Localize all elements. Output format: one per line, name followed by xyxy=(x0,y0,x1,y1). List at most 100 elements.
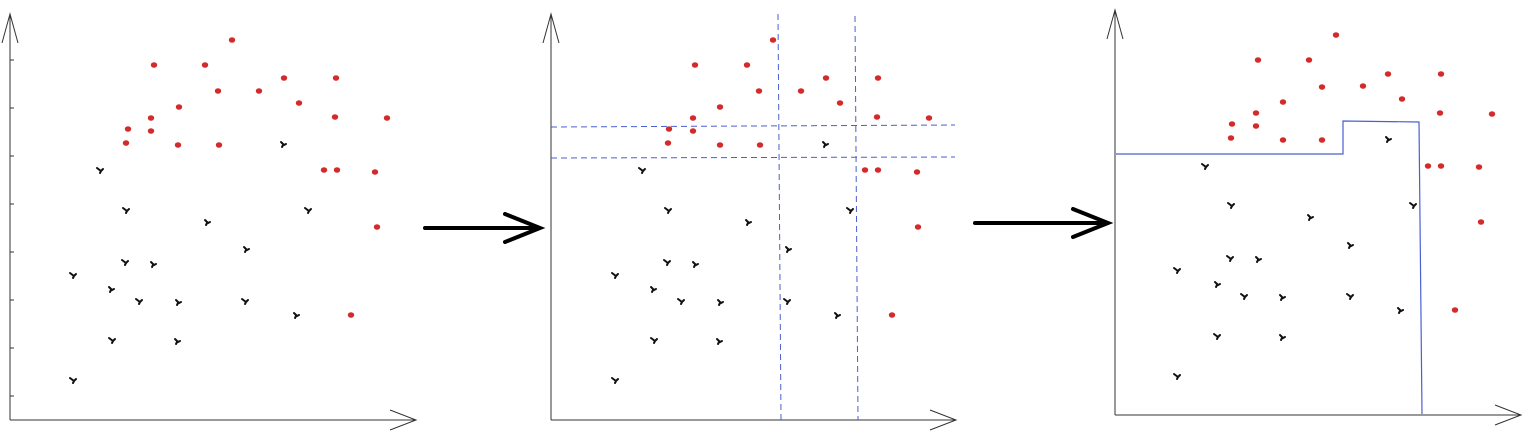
black-point xyxy=(1279,294,1286,301)
black-point xyxy=(611,377,619,384)
red-point xyxy=(1254,57,1262,63)
red-point xyxy=(797,88,805,94)
black-point xyxy=(1409,202,1417,209)
black-point xyxy=(204,219,211,226)
red-point xyxy=(124,126,132,132)
black-point xyxy=(650,286,657,293)
black-point xyxy=(650,337,658,344)
red-point xyxy=(873,114,881,120)
panel-splits-marks xyxy=(550,13,956,421)
red-point xyxy=(836,100,844,106)
data-marks xyxy=(69,13,1496,421)
black-point xyxy=(1201,163,1209,170)
red-point xyxy=(214,88,222,94)
black-point xyxy=(1213,333,1221,340)
red-point xyxy=(383,115,391,121)
red-point xyxy=(1252,110,1260,116)
decision-boundary xyxy=(1116,120,1423,415)
red-point xyxy=(1398,96,1406,102)
black-point xyxy=(822,141,829,148)
black-point xyxy=(846,207,854,214)
red-point xyxy=(888,312,896,318)
panel-boundary-marks xyxy=(1116,32,1496,415)
red-point xyxy=(756,142,764,148)
red-point xyxy=(861,167,869,173)
red-point xyxy=(925,115,933,121)
red-point xyxy=(1475,164,1483,170)
black-point xyxy=(745,219,752,226)
red-point xyxy=(1227,135,1235,141)
y-axis-arrowhead xyxy=(1,12,19,44)
black-point xyxy=(1307,214,1314,221)
red-point xyxy=(1252,123,1260,129)
red-point xyxy=(1384,71,1392,77)
red-point xyxy=(1228,121,1236,127)
black-point xyxy=(1226,255,1234,262)
black-point xyxy=(664,207,672,214)
y-axis-arrowhead xyxy=(1106,8,1124,40)
black-point xyxy=(304,207,312,214)
red-point xyxy=(822,75,830,81)
black-point xyxy=(121,259,129,266)
red-point xyxy=(1451,307,1459,313)
black-point xyxy=(96,167,104,174)
red-point xyxy=(743,62,751,68)
panel-scatter-marks xyxy=(69,37,391,384)
black-point xyxy=(135,298,143,305)
red-point xyxy=(689,128,697,134)
y-axis-ticks xyxy=(10,59,14,397)
black-point xyxy=(175,299,182,306)
black-point xyxy=(677,298,685,305)
black-point xyxy=(1255,256,1262,263)
transition-arrow-2 xyxy=(973,207,1114,239)
black-point xyxy=(122,207,130,214)
panel-boundary-axes xyxy=(1106,8,1523,426)
red-point xyxy=(1437,71,1445,77)
black-point xyxy=(69,377,77,384)
x-axis-arrowhead xyxy=(929,409,958,431)
red-point xyxy=(874,75,882,81)
red-point xyxy=(228,37,236,43)
black-point xyxy=(1347,242,1354,249)
black-point xyxy=(241,298,249,305)
black-point xyxy=(692,261,699,268)
red-point xyxy=(174,142,182,148)
red-point xyxy=(913,169,921,175)
black-point xyxy=(717,299,724,306)
black-point xyxy=(663,259,671,266)
red-point xyxy=(664,140,672,146)
black-point xyxy=(834,312,841,319)
black-point xyxy=(108,286,115,293)
red-point xyxy=(1436,110,1444,116)
vertical-split-line xyxy=(777,13,782,421)
black-point xyxy=(1214,281,1221,288)
red-point xyxy=(147,128,155,134)
black-point xyxy=(280,141,287,148)
black-point xyxy=(1346,293,1354,300)
red-point xyxy=(373,224,381,230)
red-point xyxy=(332,75,340,81)
horizontal-split-line xyxy=(550,124,956,128)
red-point xyxy=(716,104,724,110)
black-point xyxy=(1173,267,1181,274)
black-point xyxy=(716,338,723,345)
red-point xyxy=(769,37,777,43)
black-point xyxy=(243,246,250,253)
black-point xyxy=(1397,307,1404,314)
red-point xyxy=(371,169,379,175)
red-point xyxy=(280,75,288,81)
red-point xyxy=(1424,163,1432,169)
red-point xyxy=(147,115,155,121)
red-point xyxy=(755,88,763,94)
red-point xyxy=(689,115,697,121)
vertical-split-line xyxy=(854,15,859,421)
black-point xyxy=(611,272,619,279)
red-point xyxy=(295,100,303,106)
red-point xyxy=(716,142,724,148)
red-point xyxy=(1477,219,1485,225)
black-point xyxy=(150,261,157,268)
black-point xyxy=(174,338,181,345)
black-point xyxy=(1173,373,1181,380)
red-point xyxy=(1318,137,1326,143)
